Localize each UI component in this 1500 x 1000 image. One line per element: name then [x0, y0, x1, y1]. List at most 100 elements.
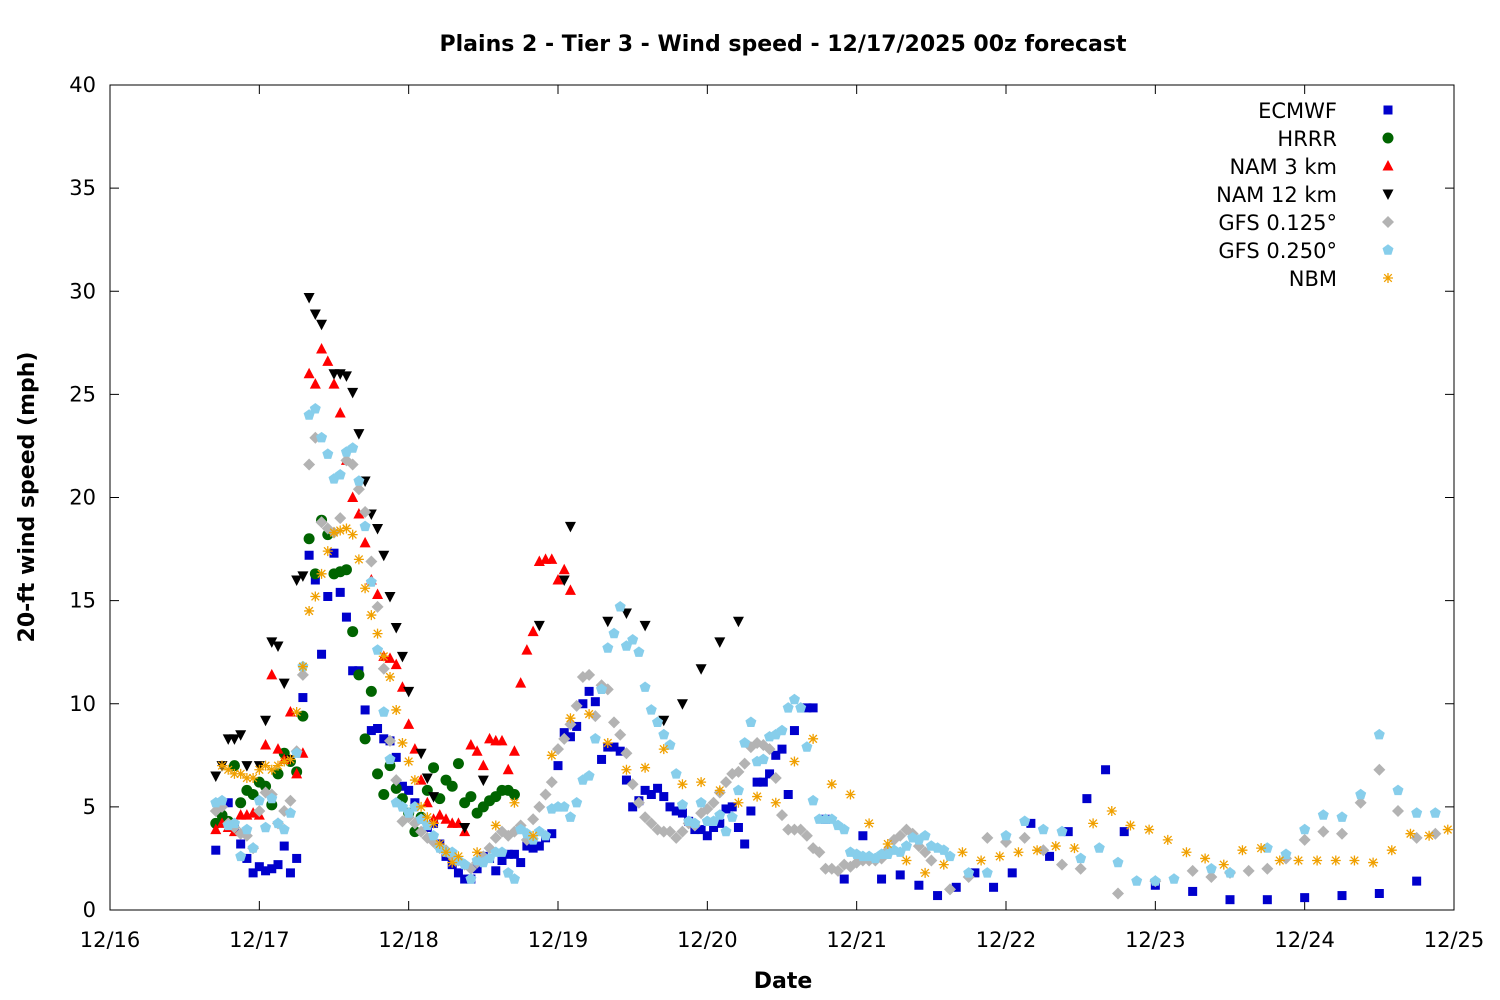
- data-point: [1168, 873, 1180, 884]
- data-point: [428, 762, 440, 774]
- data-point: [465, 791, 477, 803]
- data-point: [1256, 843, 1267, 854]
- data-point: [291, 575, 303, 586]
- data-point: [279, 756, 290, 767]
- data-point: [353, 475, 365, 486]
- data-point: [765, 769, 775, 779]
- data-point: [377, 662, 390, 675]
- data-point: [920, 867, 931, 878]
- data-point: [826, 779, 837, 790]
- data-point: [919, 830, 931, 841]
- data-point: [260, 739, 272, 750]
- data-point: [384, 734, 396, 747]
- data-point: [664, 739, 676, 750]
- data-point: [285, 754, 296, 765]
- data-point: [558, 563, 570, 575]
- legend: ECMWF HRRR NAM 3 km NAM 12 km GFS 0.125° GFS …: [1216, 99, 1394, 291]
- data-point: [590, 697, 600, 707]
- data-point: [546, 553, 558, 564]
- data-point: [235, 768, 246, 779]
- data-point: [359, 536, 371, 548]
- data-point: [1106, 806, 1117, 816]
- data-point: [689, 817, 701, 829]
- data-point: [509, 797, 520, 808]
- data-point: [1205, 871, 1218, 883]
- data-point: [1374, 889, 1384, 898]
- data-point: [465, 739, 477, 750]
- data-point: [858, 831, 868, 841]
- data-point: [260, 760, 271, 771]
- data-point: [303, 458, 316, 471]
- data-point: [1293, 855, 1304, 866]
- data-point: [645, 704, 657, 715]
- data-point: [1354, 796, 1367, 809]
- data-point: [253, 805, 266, 817]
- data-point: [403, 756, 414, 767]
- data-point: [285, 868, 295, 878]
- data-point: [390, 774, 403, 787]
- data-point: [696, 825, 706, 835]
- data-point: [434, 809, 446, 820]
- data-point: [746, 806, 756, 816]
- data-point: [802, 703, 812, 713]
- data-point: [334, 406, 346, 418]
- data-point: [1018, 831, 1031, 844]
- data-point: [819, 862, 832, 875]
- data-point: [925, 854, 938, 867]
- data-point: [572, 721, 582, 731]
- data-point: [1424, 830, 1435, 841]
- data-point: [570, 699, 583, 712]
- data-point: [639, 811, 652, 824]
- data-point: [665, 802, 675, 812]
- data-point: [1412, 876, 1422, 886]
- x-tick-label: 12/21: [826, 928, 887, 952]
- data-point: [372, 628, 383, 639]
- data-point: [1242, 864, 1255, 877]
- data-point: [1125, 820, 1136, 831]
- data-point: [738, 757, 751, 770]
- data-point: [597, 754, 607, 764]
- data-point: [390, 622, 402, 634]
- data-point: [807, 794, 819, 806]
- data-point: [303, 367, 315, 379]
- data-point: [272, 743, 284, 754]
- data-point: [1299, 823, 1311, 835]
- data-point: [1368, 857, 1379, 868]
- data-point: [248, 773, 259, 783]
- data-point: [776, 809, 788, 822]
- data-point: [316, 343, 328, 354]
- data-point: [360, 705, 370, 715]
- data-point: [645, 817, 658, 830]
- series-nbm: [217, 523, 1453, 878]
- data-point: [273, 860, 283, 870]
- data-point: [670, 831, 683, 844]
- data-point: [384, 753, 396, 765]
- data-point: [589, 733, 601, 744]
- data-point: [653, 783, 663, 793]
- data-point: [658, 715, 670, 727]
- data-point: [378, 550, 390, 562]
- data-point: [1373, 728, 1385, 740]
- data-point: [1410, 831, 1423, 844]
- data-point: [397, 781, 407, 791]
- data-point: [1336, 827, 1348, 840]
- data-point: [832, 864, 844, 877]
- data-point: [1218, 859, 1229, 870]
- data-point: [1074, 862, 1087, 875]
- data-point: [938, 844, 950, 855]
- data-point: [1088, 818, 1099, 829]
- data-point: [497, 856, 507, 865]
- data-point: [353, 508, 365, 519]
- data-point: [353, 429, 365, 440]
- data-point: [315, 516, 328, 529]
- data-point: [621, 764, 632, 775]
- data-point: [309, 378, 321, 389]
- data-point: [366, 726, 376, 736]
- x-tick-label: 12/18: [378, 928, 439, 952]
- data-point: [1069, 843, 1080, 854]
- data-point: [1386, 845, 1397, 856]
- data-point: [348, 666, 358, 676]
- data-point: [527, 813, 540, 826]
- data-point: [1298, 833, 1311, 846]
- data-point: [353, 669, 365, 681]
